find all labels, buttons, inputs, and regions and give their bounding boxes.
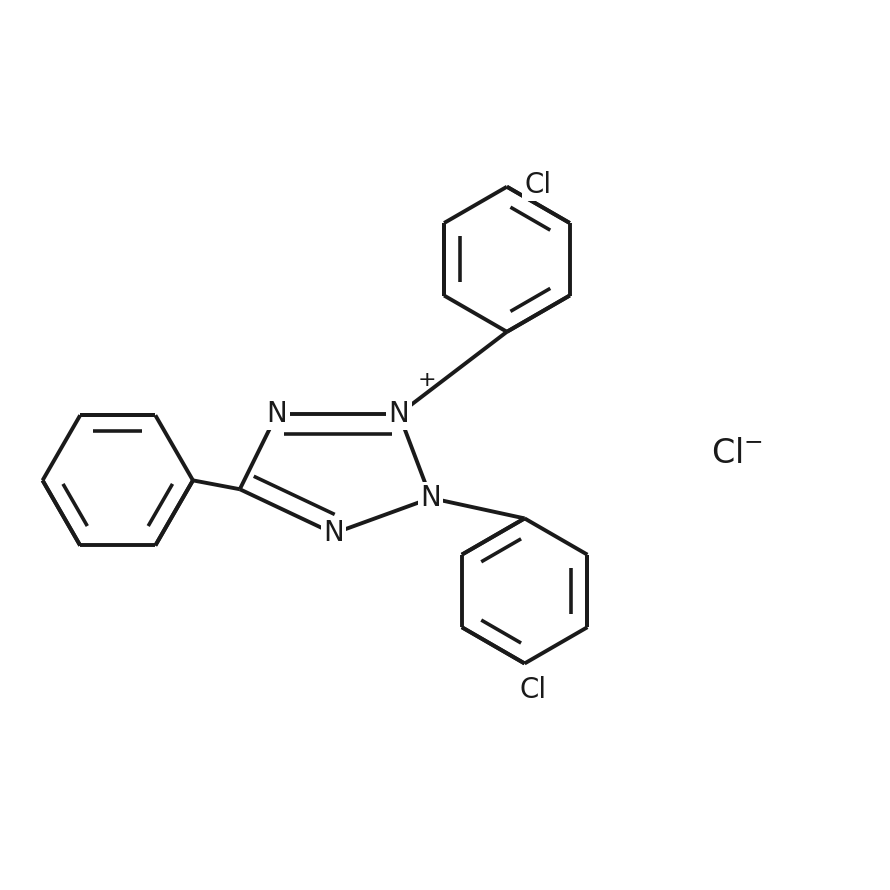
Text: Cl$^{-}$: Cl$^{-}$ — [711, 437, 763, 470]
Text: N: N — [420, 484, 441, 512]
Text: N: N — [267, 400, 287, 428]
Text: Cl: Cl — [524, 171, 552, 199]
Text: Cl: Cl — [520, 676, 547, 704]
Text: N: N — [389, 400, 409, 428]
Text: N: N — [323, 520, 344, 547]
Text: +: + — [418, 370, 437, 391]
